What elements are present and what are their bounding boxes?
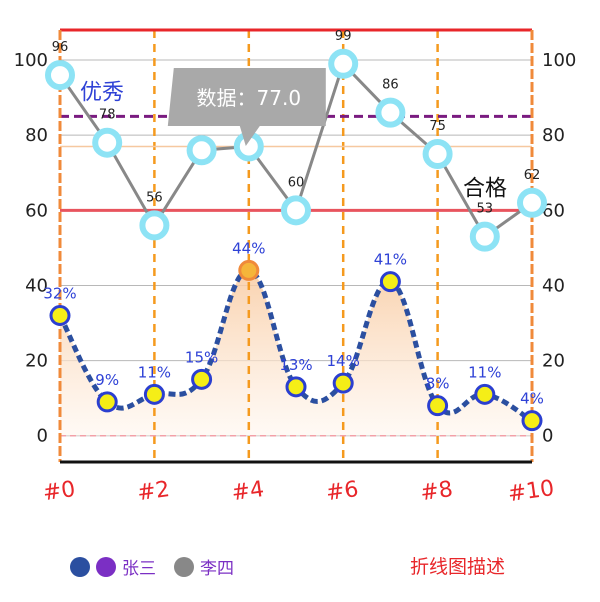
series-zhangsan-point-3 xyxy=(191,368,213,390)
reference-label-pass: 合格 xyxy=(463,176,507,201)
tooltip-text: 数据：77.0 xyxy=(197,86,302,110)
series-zhangsan-point-2 xyxy=(143,383,165,405)
series-zhangsan-label-8: 8% xyxy=(426,375,450,393)
legend-swatch-zhangsan-1 xyxy=(70,556,90,577)
series-zhangsan-point-8 xyxy=(427,395,449,417)
series-lisi-label-8: 75 xyxy=(429,119,446,134)
series-lisi-point-10 xyxy=(517,187,547,218)
ytick-right-40: 40 xyxy=(542,275,565,296)
series-zhangsan-point-9 xyxy=(474,383,496,405)
xtick-4: #4 xyxy=(230,477,266,506)
series-zhangsan-point-4 xyxy=(238,259,260,281)
series-lisi-label-6: 99 xyxy=(335,29,352,44)
series-zhangsan-point-7 xyxy=(379,271,401,293)
legend: 张三 李四 xyxy=(70,554,234,579)
series-lisi-label-0: 96 xyxy=(52,40,69,55)
ytick-right-80: 80 xyxy=(542,125,565,146)
series-lisi-point-0 xyxy=(45,60,75,91)
xtick-2: #2 xyxy=(136,477,172,506)
xtick-8: #8 xyxy=(419,477,455,506)
series-zhangsan-label-3: 15% xyxy=(185,348,218,366)
ytick-right-100: 100 xyxy=(542,50,576,71)
series-zhangsan-label-0: 32% xyxy=(43,284,76,302)
series-lisi-point-7 xyxy=(375,97,406,128)
series-lisi-point-1 xyxy=(92,127,123,158)
tooltip-box xyxy=(167,68,326,146)
series-zhangsan-point-1 xyxy=(96,391,118,413)
series-lisi-label-2: 56 xyxy=(146,190,163,205)
ytick-left-40: 40 xyxy=(25,275,48,296)
series-zhangsan-label-10: 4% xyxy=(520,390,544,408)
series-zhangsan-area xyxy=(60,270,532,436)
series-lisi-label-7: 86 xyxy=(382,78,399,93)
xtick-10: #10 xyxy=(506,476,555,507)
ytick-left-20: 20 xyxy=(25,351,48,372)
ytick-left-0: 0 xyxy=(37,426,48,447)
series-zhangsan-label-9: 11% xyxy=(468,363,501,381)
series-lisi-point-6 xyxy=(328,48,359,79)
series-zhangsan-label-1: 9% xyxy=(95,371,119,389)
ytick-right-0: 0 xyxy=(542,426,553,447)
series-lisi-point-5 xyxy=(281,195,311,226)
xtick-6: #6 xyxy=(324,477,360,506)
series-zhangsan-label-5: 13% xyxy=(279,356,312,374)
series-zhangsan-label-2: 11% xyxy=(138,363,171,381)
xtick-0: #0 xyxy=(41,477,77,506)
reference-label-excellent: 优秀 xyxy=(80,80,124,105)
series-lisi-point-9 xyxy=(469,221,500,252)
series-zhangsan-label-6: 14% xyxy=(327,352,360,370)
legend-swatch-zhangsan-2 xyxy=(96,556,116,577)
legend-label-zhangsan: 张三 xyxy=(122,559,156,579)
legend-swatch-lisi xyxy=(174,556,194,577)
series-zhangsan-label-7: 41% xyxy=(374,251,407,269)
series-lisi-label-10: 62 xyxy=(524,168,541,183)
ytick-right-20: 20 xyxy=(542,351,565,372)
series-zhangsan-point-5 xyxy=(285,376,307,398)
ytick-left-100: 100 xyxy=(14,50,48,71)
series-zhangsan-point-0 xyxy=(49,304,71,326)
series-zhangsan-point-6 xyxy=(332,372,354,394)
series-lisi-point-2 xyxy=(139,210,170,241)
series-zhangsan-label-4: 44% xyxy=(232,239,265,257)
chart-description: 折线图描述 xyxy=(410,556,506,578)
ytick-left-80: 80 xyxy=(25,125,48,146)
ytick-right-60: 60 xyxy=(542,200,565,221)
series-lisi-point-3 xyxy=(186,135,217,166)
legend-label-lisi: 李四 xyxy=(200,559,234,579)
series-lisi-label-9: 53 xyxy=(477,202,494,217)
series-lisi-label-5: 60 xyxy=(288,175,305,190)
series-lisi-point-8 xyxy=(422,138,453,169)
series-lisi-label-1: 78 xyxy=(99,108,116,123)
ytick-left-60: 60 xyxy=(25,200,48,221)
series-zhangsan-point-10 xyxy=(521,410,543,432)
